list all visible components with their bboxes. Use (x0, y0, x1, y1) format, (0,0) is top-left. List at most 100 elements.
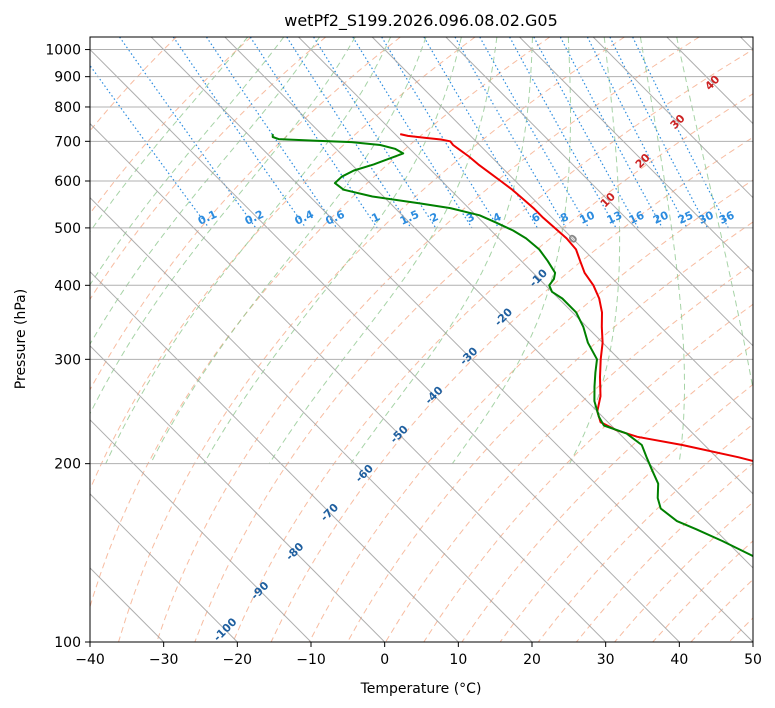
moist-adiabat-line (676, 37, 753, 392)
x-tick-label: 20 (523, 652, 541, 668)
dry-adiabat-line (232, 93, 753, 642)
mixing-ratio-line (559, 37, 663, 229)
x-tick-label: 10 (449, 652, 467, 668)
dewpoint-profile (271, 134, 753, 558)
moist-adiabat-line (90, 37, 321, 346)
plot-frame (89, 36, 754, 643)
moist-adiabat-line (268, 37, 498, 464)
y-tick-label: 400 (54, 278, 81, 294)
mixing-ratio-line (352, 37, 473, 229)
dry-adiabat-line (461, 344, 753, 642)
moist-adiabat-line (639, 37, 685, 464)
dry-adiabat-line (652, 540, 753, 642)
mixing-ratio-label: 0.4 (293, 208, 316, 228)
mixing-ratio-line (632, 37, 729, 229)
y-tick-label: 200 (54, 457, 81, 473)
dry-adiabat-line (347, 221, 753, 642)
mixing-ratio-label: 25 (676, 209, 695, 227)
mixing-ratio-label: 1 (370, 210, 382, 225)
dry-adiabat-line (194, 49, 753, 642)
isotherm-line (519, 37, 753, 273)
isotherm-line (90, 419, 312, 642)
y-tick-label: 600 (54, 174, 81, 190)
isotherm-line (90, 345, 386, 642)
y-tick-label: 700 (54, 134, 81, 150)
isotherm-line (90, 196, 533, 642)
mixing-ratio-label: 0.2 (243, 208, 266, 228)
isotherm-line (740, 37, 753, 51)
isotherm-line (90, 271, 459, 642)
y-tick-label: 1000 (45, 43, 81, 59)
y-tick-label: 900 (54, 70, 81, 86)
mixing-ratio-line (609, 37, 709, 229)
x-tick-label: 30 (597, 652, 615, 668)
mixing-ratio-line (90, 64, 210, 229)
x-axis-label: Temperature (°C) (360, 681, 482, 697)
mixing-ratio-label: 8 (558, 210, 570, 225)
y-tick-label: 800 (54, 100, 81, 116)
isotherm-line (298, 37, 753, 495)
dry-adiabat-line (690, 578, 753, 642)
moist-adiabat-line (203, 37, 462, 464)
mixing-ratio-line (381, 37, 500, 229)
isotherm-line (90, 48, 680, 642)
dry-adiabat-line (90, 37, 551, 609)
dry-adiabat-line (537, 423, 753, 642)
dry-adiabat-line (767, 37, 775, 642)
dry-adiabat-line (614, 501, 753, 642)
mixing-ratio-line (172, 37, 307, 229)
isotherm-line (150, 37, 753, 642)
mixing-ratio-label: 36 (717, 208, 737, 226)
y-axis-label: Pressure (hPa) (13, 289, 29, 389)
y-tick-label: 300 (54, 352, 81, 368)
dry-adiabat-line (156, 37, 700, 642)
moist-adiabat-line (451, 37, 571, 464)
dry-adiabat-line (270, 136, 753, 642)
dry-adiabat-line (118, 37, 625, 642)
mixing-ratio-line (249, 37, 378, 229)
mixing-ratio-label: 13 (605, 209, 624, 227)
moist-adiabat-line (350, 37, 533, 464)
isotherm-line (592, 37, 753, 199)
x-tick-label: −10 (296, 652, 326, 668)
mixing-ratio-line (313, 37, 437, 229)
dry-adiabat-line (90, 37, 327, 301)
x-tick-label: −40 (75, 652, 105, 668)
temperature-profile (399, 133, 753, 463)
x-tick-label: −30 (149, 652, 179, 668)
mixing-ratio-line (423, 37, 538, 229)
mixing-ratio-label: 1.5 (398, 208, 421, 228)
dry-adiabat-line (308, 179, 753, 642)
plot-area: 0.1 0.2 0.4 0.6 1 1.5 2 3 4 6 8 10 13 16 20 25 30 36-100-… (90, 37, 775, 642)
moist-adiabat-line (569, 37, 621, 464)
x-tick-label: 50 (744, 652, 762, 668)
mixing-ratio-label: 20 (651, 208, 671, 226)
mixing-ratio-line (286, 37, 412, 229)
chart-title: wetPf2_S199.2026.096.08.02.G05 (284, 11, 558, 31)
mixing-ratio-label: 2 (428, 210, 440, 225)
isotherm-line (371, 37, 753, 421)
axes: −40 −30 −20 −10 0 10 20 30 40 5010020030040050060… (45, 43, 762, 668)
dry-adiabat-line (90, 37, 252, 215)
y-tick-label: 500 (54, 221, 81, 237)
y-tick-label: 100 (54, 635, 81, 651)
x-tick-label: −20 (223, 652, 253, 668)
dry-adiabat-line (385, 262, 753, 642)
moist-adiabat-line (150, 37, 427, 464)
dry-adiabat-line (90, 37, 401, 391)
mixing-ratio-label: 10 (577, 208, 597, 226)
isotherm-line (445, 37, 753, 347)
mixing-ratio-line (533, 37, 639, 229)
mixing-ratio-line (509, 37, 617, 229)
mixing-ratio-line (205, 37, 338, 229)
mixing-ratio-label: 30 (696, 208, 716, 226)
mixing-ratio-label: 6 (530, 210, 543, 225)
moist-adiabat-line (90, 37, 356, 415)
moist-adiabat-line (90, 37, 249, 233)
dry-adiabat-line (499, 383, 753, 642)
x-tick-label: 40 (670, 652, 688, 668)
isotherm-line (224, 37, 753, 569)
isotherm-line (90, 122, 607, 642)
mixing-ratio-label: 16 (627, 208, 647, 226)
